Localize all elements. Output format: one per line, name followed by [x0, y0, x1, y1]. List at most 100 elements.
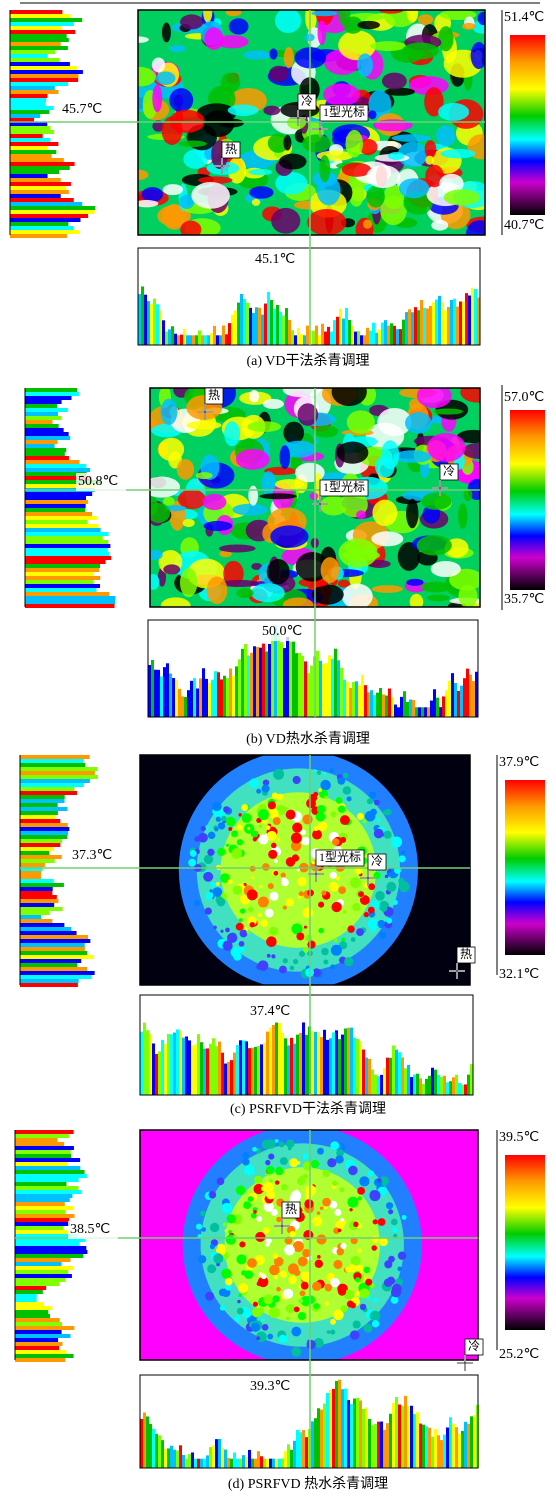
profile-stripe: [315, 326, 318, 345]
profile-stripe: [224, 1064, 227, 1095]
heat-blob: [247, 421, 281, 432]
heat-speck: [332, 1181, 337, 1186]
profile-stripe: [207, 335, 210, 345]
profile-stripe: [233, 1053, 236, 1095]
heat-blob: [332, 378, 367, 406]
profile-stripe: [209, 1044, 212, 1095]
profile-stripe: [302, 1022, 305, 1095]
heat-speck: [317, 771, 321, 775]
heat-speck: [247, 889, 258, 900]
profile-stripe: [188, 1040, 191, 1095]
profile-stripe: [260, 1456, 263, 1468]
heat-speck: [237, 1300, 240, 1303]
profile-stripe: [25, 512, 92, 516]
profile-stripe: [370, 690, 373, 717]
heat-speck: [225, 1229, 228, 1232]
heat-speck: [320, 1206, 324, 1210]
profile-stripe: [221, 1448, 224, 1468]
heat-speck: [320, 780, 331, 791]
heat-speck: [291, 1347, 301, 1357]
heat-speck: [304, 1199, 313, 1208]
profile-stripe: [382, 694, 385, 717]
heat-speck: [303, 814, 313, 824]
profile-stripe: [293, 1441, 296, 1468]
profile-stripe: [363, 335, 366, 345]
profile-stripe: [387, 326, 390, 345]
profile-stripe: [298, 653, 301, 717]
profile-stripe: [280, 642, 283, 717]
marker-label: 冷: [443, 464, 455, 478]
heat-speck: [365, 1279, 372, 1286]
profile-stripe: [15, 1346, 59, 1350]
heat-speck: [355, 1277, 360, 1282]
heat-blob: [143, 477, 180, 498]
heat-blob: [203, 521, 232, 531]
profile-stripe: [367, 692, 370, 717]
heat-speck: [348, 1166, 358, 1176]
profile-stripe: [269, 1459, 272, 1468]
heat-speck: [258, 834, 268, 844]
heat-blob: [156, 71, 176, 85]
caption: (a) VD干法杀青调理: [246, 353, 369, 369]
profile-stripe: [10, 74, 79, 78]
heat-blob: [406, 499, 418, 528]
profile-stripe: [361, 675, 364, 717]
profile-stripe: [10, 10, 62, 14]
heat-blob: [436, 125, 455, 146]
heat-speck: [399, 855, 406, 862]
profile-stripe: [20, 979, 79, 983]
heat-speck: [368, 1170, 374, 1176]
heat-speck: [281, 967, 286, 972]
profile-stripe: [15, 1242, 79, 1246]
profile-stripe: [371, 1425, 374, 1468]
profile-stripe: [183, 329, 186, 345]
heat-blob: [347, 410, 375, 433]
heat-speck: [397, 1266, 402, 1271]
profile-stripe: [15, 1318, 60, 1322]
profile-stripe: [25, 432, 69, 436]
heat-blob: [363, 546, 372, 555]
thermal-image: [140, 1125, 478, 1364]
heat-speck: [317, 1148, 324, 1155]
profile-stripe: [220, 679, 223, 717]
heat-speck: [272, 1253, 278, 1259]
profile-stripe: [289, 642, 292, 717]
profile-stripe: [402, 320, 405, 345]
heat-blob: [368, 110, 376, 119]
profile-stripe: [356, 1039, 359, 1095]
profile-stripe: [268, 644, 271, 717]
heat-speck: [277, 838, 281, 842]
profile-stripe: [201, 335, 204, 345]
heat-blob: [152, 58, 165, 73]
profile-stripe: [349, 688, 352, 717]
profile-stripe: [398, 1405, 401, 1468]
heat-blob: [478, 12, 489, 25]
heat-speck: [283, 1289, 293, 1299]
profile-stripe: [25, 564, 100, 568]
profile-stripe: [341, 1389, 344, 1468]
profile-stripe: [195, 335, 198, 345]
marker-label: 1型光标: [323, 105, 365, 119]
heat-speck: [217, 848, 225, 856]
profile-stripe: [294, 335, 297, 345]
profile-stripe: [152, 1429, 155, 1468]
heat-speck: [253, 837, 257, 841]
profile-stripe: [381, 323, 384, 345]
heat-speck: [297, 877, 306, 886]
profile-stripe: [197, 1034, 200, 1095]
heat-blob: [385, 88, 415, 96]
heat-speck: [212, 887, 222, 897]
profile-stripe: [455, 1075, 458, 1095]
profile-stripe: [193, 678, 196, 717]
heat-speck: [258, 809, 269, 820]
heat-speck: [330, 872, 337, 879]
thermal-image: [143, 378, 495, 617]
heat-speck: [213, 1253, 223, 1263]
profile-stripe: [171, 326, 174, 345]
profile-stripe: [228, 323, 231, 345]
profile-stripe: [366, 328, 369, 345]
heat-blob: [204, 27, 223, 50]
profile-stripe: [236, 1045, 239, 1095]
profile-stripe: [10, 70, 83, 74]
heat-speck: [255, 1232, 265, 1242]
